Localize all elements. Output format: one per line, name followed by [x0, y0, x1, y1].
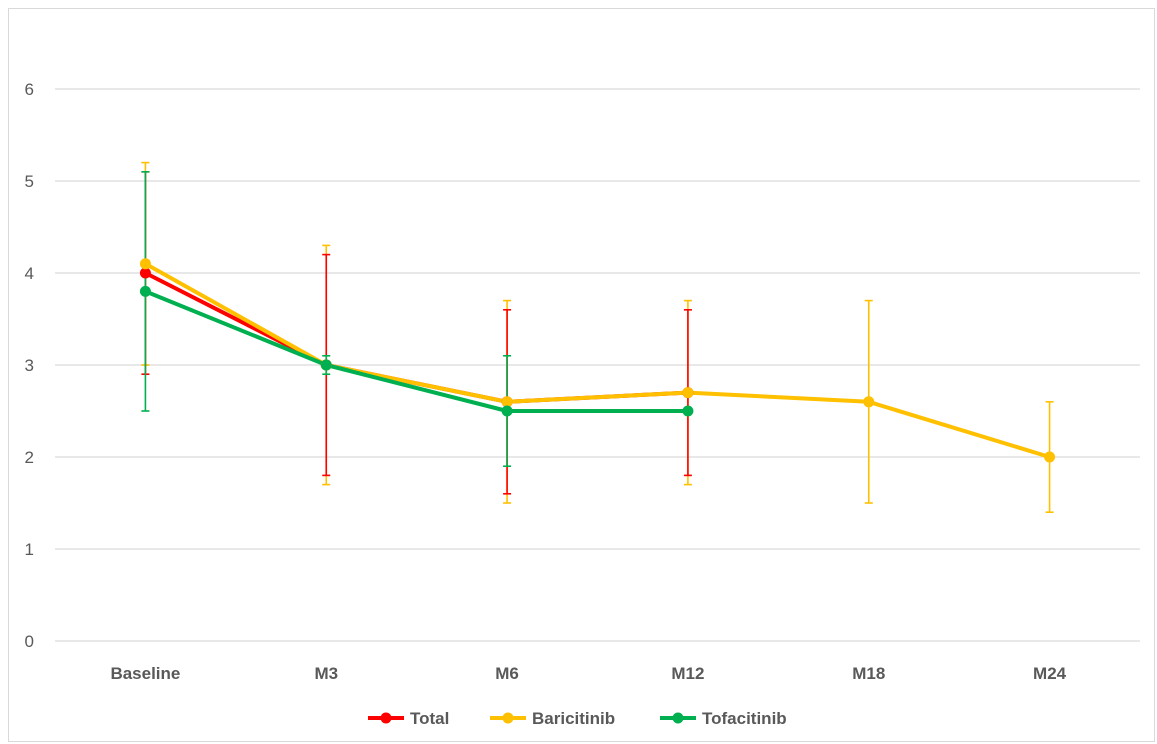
x-tick-label-m24: M24: [1033, 664, 1067, 683]
y-tick-label-2: 2: [25, 448, 34, 467]
legend-label-baricitinib: Baricitinib: [532, 709, 615, 728]
y-tick-label-5: 5: [25, 172, 34, 191]
x-axis-ticks: Baseline M3 M6 M12 M18 M24: [110, 664, 1066, 683]
data-point-baricitinib-0: [139, 258, 151, 270]
series-points: [139, 258, 1056, 463]
y-tick-label-3: 3: [25, 356, 34, 375]
x-tick-label-m3: M3: [314, 664, 338, 683]
x-tick-label-baseline: Baseline: [110, 664, 180, 683]
data-point-baricitinib-2: [501, 396, 513, 408]
y-tick-label-0: 0: [25, 632, 34, 651]
x-tick-label-m6: M6: [495, 664, 519, 683]
data-point-tofacitinib-1: [320, 359, 332, 371]
y-tick-label-1: 1: [25, 540, 34, 559]
data-point-tofacitinib-2: [501, 405, 513, 417]
series-line-tofacitinib: [143, 289, 690, 413]
data-point-baricitinib-4: [863, 396, 875, 408]
legend-marker-baricitinib: [502, 712, 514, 724]
chart-frame: [8, 8, 1155, 742]
legend-marker-total: [380, 712, 392, 724]
legend: Total Baricitinib Tofacitinib: [368, 709, 787, 728]
y-axis-ticks: 0 1 2 3 4 5 6: [25, 80, 34, 651]
x-tick-label-m12: M12: [671, 664, 704, 683]
legend-marker-tofacitinib: [672, 712, 684, 724]
data-point-baricitinib-5: [1044, 451, 1056, 463]
series-lines: [143, 261, 1052, 459]
y-tick-label-6: 6: [25, 80, 34, 99]
y-tick-label-4: 4: [25, 264, 34, 283]
data-point-total-0: [139, 267, 151, 279]
legend-label-tofacitinib: Tofacitinib: [702, 709, 787, 728]
gridlines: [55, 88, 1140, 642]
data-point-baricitinib-3: [682, 387, 694, 399]
legend-label-total: Total: [410, 709, 449, 728]
data-point-tofacitinib-3: [682, 405, 694, 417]
x-tick-label-m18: M18: [852, 664, 885, 683]
series-line-baricitinib: [143, 261, 1052, 459]
data-point-tofacitinib-0: [139, 285, 151, 297]
